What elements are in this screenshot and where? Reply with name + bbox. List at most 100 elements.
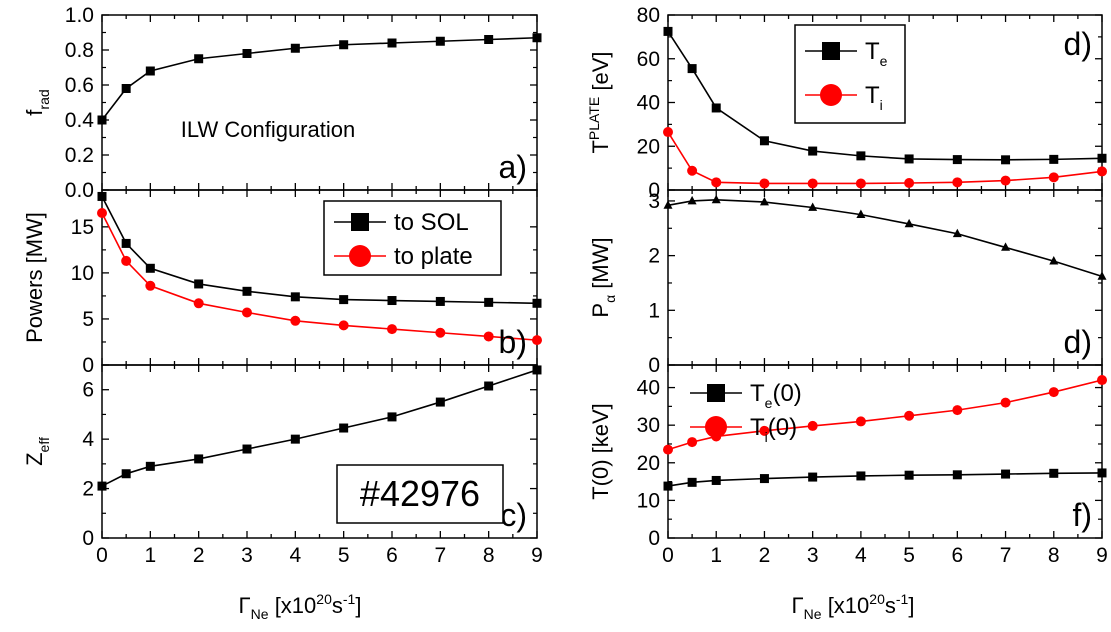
- panel-f: 0 1 2 3 4 5 6 7 8 9 0 10 20 30 40 T(0) [keV] f) Te(0)Ti(0…: [588, 364, 1108, 567]
- y-tick-label: 0: [82, 354, 94, 377]
- data-point: [290, 434, 300, 444]
- legend-label: Ti(0): [750, 414, 797, 445]
- data-point: [808, 202, 818, 211]
- y-axis-label: Zeff: [22, 437, 52, 466]
- data-point: [121, 238, 131, 248]
- x-tick-label: 1: [710, 544, 722, 567]
- legend: to SOL to plate: [323, 200, 502, 276]
- data-point: [687, 195, 697, 205]
- data-point: [1097, 468, 1107, 478]
- data-point: [97, 481, 107, 491]
- y-tick-label: 4: [82, 428, 94, 451]
- plot-frame: [101, 14, 538, 191]
- data-point: [339, 40, 349, 50]
- annotation-text: ILW Configuration: [181, 117, 355, 142]
- data-point: [121, 255, 132, 266]
- y-tick-label: 5: [82, 308, 94, 331]
- data-point: [1001, 469, 1011, 479]
- data-point: [290, 315, 301, 326]
- panel-label: f): [1072, 497, 1092, 533]
- plot-frame: [667, 364, 1103, 539]
- legend-label: to plate: [394, 243, 473, 270]
- data-point: [1097, 271, 1107, 280]
- data-point: [532, 365, 542, 375]
- data-point: [759, 196, 769, 206]
- data-point: [483, 331, 494, 342]
- legend-marker: [822, 42, 840, 60]
- x-tick-label: 6: [951, 544, 963, 567]
- panel-label: d): [1064, 324, 1092, 360]
- x-tick-label: 8: [483, 544, 495, 567]
- panel-d1: 0 20 40 60 80 TPLATE [eV] d) Te Ti: [586, 4, 1107, 202]
- data-point: [952, 177, 963, 188]
- panel-label: d): [1064, 26, 1092, 62]
- data-point: [290, 43, 300, 53]
- x-tick-label: 7: [434, 544, 446, 567]
- data-point: [663, 444, 673, 455]
- data-point: [1049, 468, 1059, 478]
- annotation-box: [336, 464, 504, 524]
- y-tick-label: 6: [82, 379, 94, 402]
- y-tick-label: 0: [82, 527, 94, 550]
- x-tick-label: 3: [241, 544, 253, 567]
- data-point: [952, 155, 962, 165]
- annotation-text: #42976: [360, 473, 480, 514]
- y-tick-label: 15: [71, 216, 94, 239]
- data-point: [1097, 153, 1107, 163]
- data-point: [435, 296, 445, 306]
- data-point: [435, 327, 446, 338]
- series-line-0: [667, 199, 1103, 278]
- data-point: [242, 307, 252, 318]
- panel-label: a): [499, 149, 527, 185]
- legend-marker: [707, 384, 725, 402]
- data-point: [952, 405, 963, 416]
- data-point: [687, 64, 697, 74]
- legend-marker: [705, 416, 727, 438]
- data-point: [532, 335, 542, 346]
- x-axis-label-left: ΓNe [x1020s-1]: [239, 591, 362, 622]
- data-point: [855, 416, 866, 427]
- legend: Te(0)Ti(0): [690, 380, 802, 445]
- data-point: [194, 54, 204, 64]
- data-point: [193, 298, 204, 309]
- data-point: [856, 471, 866, 481]
- data-point: [242, 49, 252, 58]
- data-point: [1000, 397, 1011, 408]
- legend-marker: [820, 84, 842, 106]
- panel-label: b): [499, 324, 527, 360]
- data-point: [904, 470, 914, 480]
- legend-marker: [351, 213, 369, 231]
- legend-box: [794, 24, 906, 124]
- data-point: [484, 35, 494, 44]
- data-point: [435, 397, 445, 407]
- data-point: [711, 194, 721, 204]
- y-tick-label: 0: [648, 527, 660, 550]
- data-point: [484, 297, 494, 307]
- panel-a: 0.0 0.2 0.4 0.6 0.8 1.0 frad a) ILW Configuratio…: [22, 4, 542, 202]
- data-point: [1001, 155, 1011, 165]
- x-tick-label: 0: [96, 544, 108, 567]
- panel-c: 0 1 2 3 4 5 6 7 8 9 0 2 4 6 Zeff c) #42976: [22, 364, 543, 567]
- x-axis-label-right: ΓNe [x1020s-1]: [792, 591, 915, 622]
- y-tick-label: 0.0: [65, 179, 94, 202]
- y-tick-label: 10: [71, 262, 94, 285]
- data-point: [1049, 154, 1059, 164]
- data-point: [759, 178, 770, 189]
- data-point: [711, 103, 721, 113]
- legend-label: Ti: [865, 82, 883, 113]
- y-axis-label: frad: [22, 89, 52, 115]
- data-point: [1000, 175, 1011, 186]
- data-point: [121, 469, 131, 479]
- data-point: [339, 295, 349, 305]
- data-point: [687, 477, 697, 487]
- data-point: [711, 177, 722, 188]
- y-tick-label: 0.6: [65, 74, 94, 97]
- data-point: [339, 423, 349, 433]
- data-point: [1001, 242, 1011, 251]
- x-tick-label: 5: [338, 544, 350, 567]
- y-tick-label: 20: [637, 452, 660, 475]
- y-tick-label: 2: [648, 245, 660, 268]
- data-point: [145, 280, 156, 291]
- series-line-te0: [667, 472, 1103, 487]
